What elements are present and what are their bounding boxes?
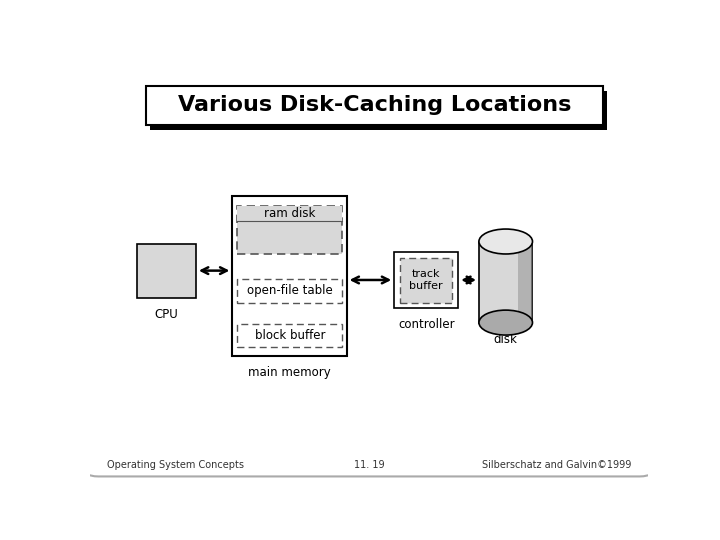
Bar (138, 244, 196, 298)
Text: 11. 19: 11. 19 (354, 460, 384, 470)
Bar (145, 85, 603, 125)
Text: track
buffer: track buffer (409, 269, 443, 292)
Ellipse shape (479, 310, 533, 335)
FancyBboxPatch shape (81, 58, 657, 476)
Text: open-file table: open-file table (247, 285, 333, 298)
Bar (400, 258, 451, 302)
Bar (150, 91, 607, 130)
Bar (238, 324, 342, 347)
Text: Operating System Concepts: Operating System Concepts (107, 460, 244, 470)
Bar (238, 206, 342, 221)
Text: Silberschatz and Galvin©1999: Silberschatz and Galvin©1999 (482, 460, 631, 470)
Bar (479, 241, 533, 322)
Text: block buffer: block buffer (254, 329, 325, 342)
Bar (238, 279, 342, 303)
Text: controller: controller (398, 319, 454, 332)
Bar (518, 241, 533, 322)
Text: disk: disk (494, 333, 518, 346)
Text: ram disk: ram disk (264, 207, 315, 220)
Text: Various Disk-Caching Locations: Various Disk-Caching Locations (178, 96, 571, 116)
Ellipse shape (479, 229, 533, 254)
Bar (238, 206, 342, 254)
Bar (233, 196, 346, 356)
Text: main memory: main memory (248, 366, 331, 379)
Bar (394, 252, 459, 308)
Text: CPU: CPU (155, 308, 179, 321)
